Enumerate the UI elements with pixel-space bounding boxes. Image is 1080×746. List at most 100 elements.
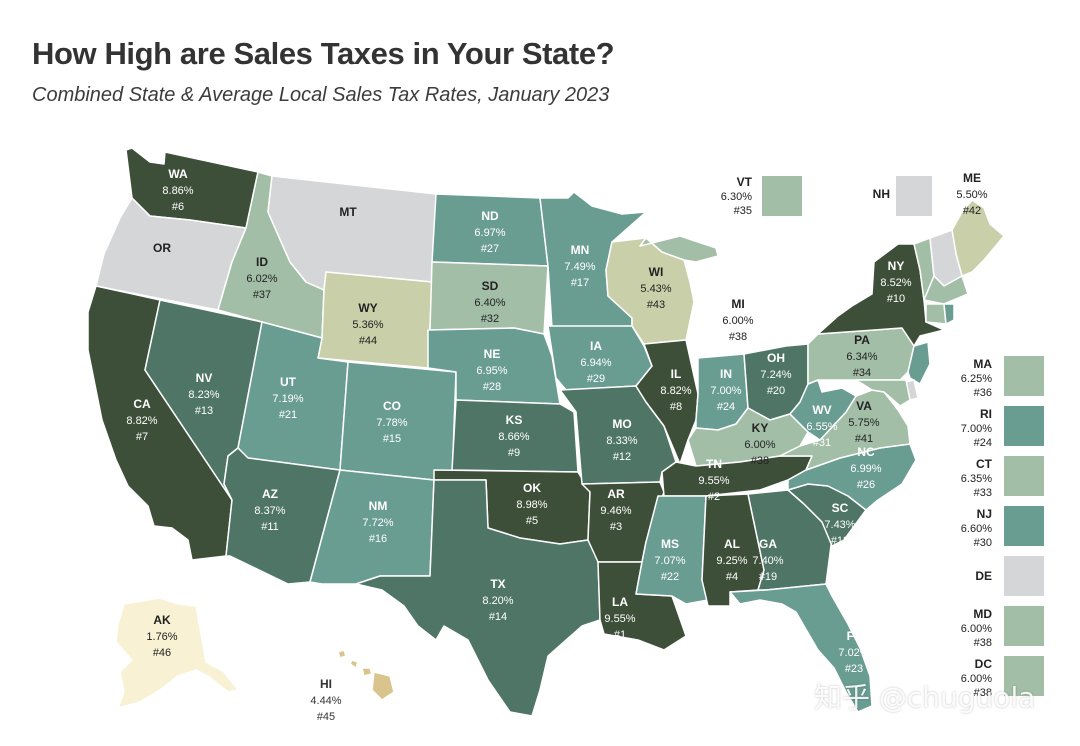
state-rank: #3 [610,521,622,533]
state-shape-hi[interactable] [337,649,395,701]
state-label-ga: GA 7.40% #19 [752,537,783,583]
state-label-tn: TN 9.55% #2 [698,457,729,503]
state-label-nd: ND 6.97% #27 [474,209,505,255]
state-rate: 6.34% [846,351,877,363]
state-rank: #44 [359,335,377,347]
state-abbr: NV [196,371,213,385]
state-rate: 9.55% [604,613,635,625]
small-state-swatch [1004,556,1044,596]
small-state-rate: 6.00% [961,673,992,685]
state-rank: #14 [489,611,507,623]
state-rank: #27 [481,243,499,255]
state-rate: 4.44% [310,695,341,707]
state-rate: 7.19% [272,393,303,405]
small-state-dc[interactable]: DC 6.00% #38 [961,656,1044,699]
state-shape-ri[interactable] [943,303,955,325]
state-shape-nj[interactable] [907,341,931,385]
state-abbr: MN [571,243,590,257]
small-state-rank: #30 [974,537,992,549]
small-state-md[interactable]: MD 6.00% #38 [961,606,1044,649]
small-state-swatch [1004,406,1044,446]
small-state-vt[interactable]: VT 6.30% #35 [721,175,802,217]
state-label-ak: AK 1.76% #46 [146,613,177,659]
state-abbr: IL [671,367,682,381]
state-abbr: WY [358,301,377,315]
state-abbr: UT [280,375,297,389]
state-rank: #20 [767,385,785,397]
state-abbr: OK [523,481,541,495]
small-state-abbr: VT [737,175,753,189]
state-rate: 9.46% [600,505,631,517]
state-rank: #17 [571,277,589,289]
small-state-label: RI 7.00% #24 [961,407,992,449]
state-shape-fl[interactable] [729,583,873,713]
state-label-hi: HI 4.44% #45 [310,677,341,723]
state-rate: 7.40% [752,555,783,567]
small-state-nh[interactable]: NH [873,176,932,216]
state-label-ut: UT 7.19% #21 [272,375,303,421]
state-abbr: NY [888,259,905,273]
state-rank: #28 [483,381,501,393]
small-state-swatch [1004,656,1044,696]
small-state-rate: 7.00% [961,423,992,435]
state-rank: #12 [613,451,631,463]
small-states-legend: VT 6.30% #35 NH MA 6.25% #36 RI 7.00% #24 CT 6.35% #… [721,175,1044,699]
small-state-ct[interactable]: CT 6.35% #33 [961,456,1044,499]
state-label-ny: NY 8.52% #10 [880,259,911,305]
state-shapes [87,147,1005,717]
state-abbr: WI [649,265,664,279]
small-state-rank: #38 [974,687,992,699]
state-rate: 7.24% [760,369,791,381]
state-label-me: ME 5.50% #42 [956,171,987,217]
state-rank: #45 [317,711,335,723]
chart-title: How High are Sales Taxes in Your State? [32,36,615,71]
small-state-ri[interactable]: RI 7.00% #24 [961,406,1044,449]
state-rate: 6.40% [474,297,505,309]
state-abbr: PA [854,333,870,347]
state-rate: 7.07% [654,555,685,567]
state-abbr: NE [484,347,501,361]
state-rank: #29 [587,373,605,385]
state-label-mo: MO 8.33% #12 [606,417,637,463]
small-state-abbr: DE [975,569,992,583]
state-rate: 6.99% [850,463,881,475]
small-state-nj[interactable]: NJ 6.60% #30 [961,506,1044,549]
state-rate: 8.52% [880,277,911,289]
state-shape-md[interactable] [855,379,911,407]
state-abbr: MT [339,205,357,219]
state-shape-wv[interactable] [789,379,857,441]
small-state-label: NJ 6.60% #30 [961,507,992,549]
state-label-ky: KY 6.00% #38 [744,421,775,467]
state-abbr: HI [320,677,332,691]
state-rank: #31 [813,437,831,449]
small-state-de[interactable]: DE [975,556,1044,596]
state-rate: 6.00% [744,439,775,451]
state-rate: 7.43% [824,519,855,531]
state-rank: #43 [647,299,665,311]
state-rank: #7 [136,431,148,443]
watermark: 知乎 @chuguola [814,681,1036,714]
state-label-ks: KS 8.66% #9 [498,413,529,459]
state-rank: #9 [508,447,520,459]
state-rate: 8.82% [126,415,157,427]
state-label-sc: SC 7.43% #18 [824,501,855,547]
state-rank: #15 [383,433,401,445]
state-rank: #10 [887,293,905,305]
state-label-ar: AR 9.46% #3 [600,487,631,533]
state-shape-mi[interactable] [639,235,719,263]
state-rate: 8.23% [188,389,219,401]
state-rate: 8.37% [254,505,285,517]
small-state-rate: 6.60% [961,523,992,535]
state-abbr: AK [153,613,171,627]
state-abbr: SC [832,501,849,515]
state-label-tx: TX 8.20% #14 [482,577,513,623]
state-shape-ks[interactable] [451,399,579,473]
state-shape-ct[interactable] [925,303,947,325]
small-state-rate: 6.35% [961,473,992,485]
state-label-va: VA 5.75% #41 [848,399,879,445]
state-label-la: LA 9.55% #1 [604,595,635,641]
state-shape-tx[interactable] [355,479,601,717]
small-state-ma[interactable]: MA 6.25% #36 [961,356,1044,399]
state-abbr: MI [731,297,744,311]
state-shape-ak[interactable] [115,597,239,709]
